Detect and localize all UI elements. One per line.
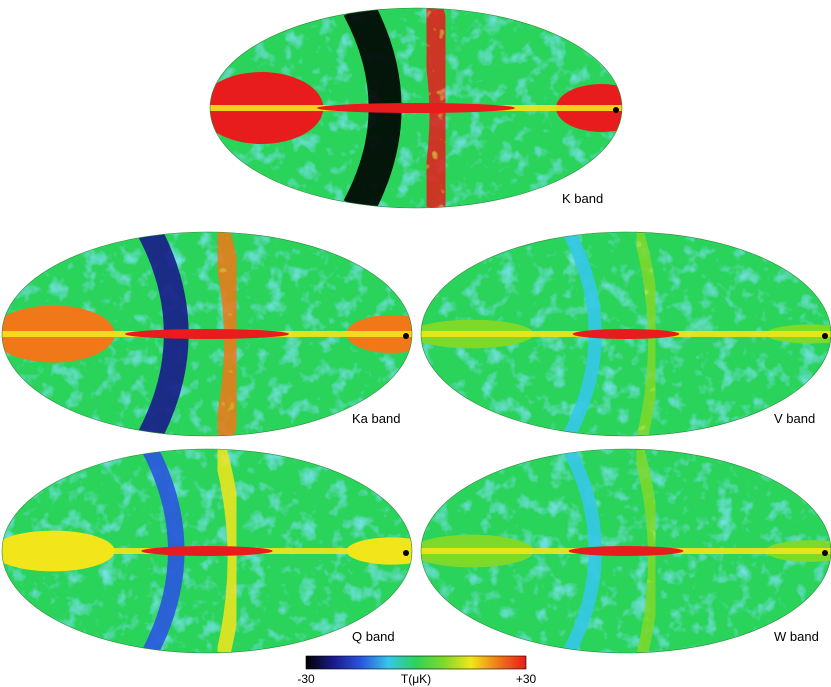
- map-label-q: Q band: [352, 629, 395, 644]
- map-label-w: W band: [774, 629, 819, 644]
- point-source: [822, 333, 828, 339]
- sky-map-1: [2, 232, 412, 436]
- map-label-ka: Ka band: [352, 411, 400, 426]
- map-label-k: K band: [562, 191, 603, 206]
- galactic-center: [568, 546, 684, 556]
- galactic-center: [141, 546, 273, 556]
- sky-map-3: [2, 449, 412, 653]
- galactic-center: [317, 103, 515, 113]
- point-source: [403, 333, 409, 339]
- map-outline: [420, 231, 831, 437]
- sky-map-2: [421, 232, 831, 436]
- colorbar: [305, 655, 527, 670]
- map-outline: [209, 7, 623, 209]
- map-outline: [420, 448, 831, 654]
- point-source: [822, 550, 828, 556]
- map-outline: [1, 448, 413, 654]
- map-label-v: V band: [774, 411, 815, 426]
- point-source: [613, 107, 619, 113]
- map-outline: [1, 231, 413, 437]
- galactic-center: [125, 329, 289, 339]
- colorbar-max-label: +30: [516, 672, 537, 686]
- colorbar-unit-label: T(μK): [401, 672, 431, 686]
- sky-map-0: [210, 8, 622, 208]
- colorbar-min-label: -30: [297, 672, 315, 686]
- galactic-center: [572, 329, 680, 339]
- sky-map-4: [421, 449, 831, 653]
- sky-maps: [1, 7, 831, 654]
- point-source: [403, 550, 409, 556]
